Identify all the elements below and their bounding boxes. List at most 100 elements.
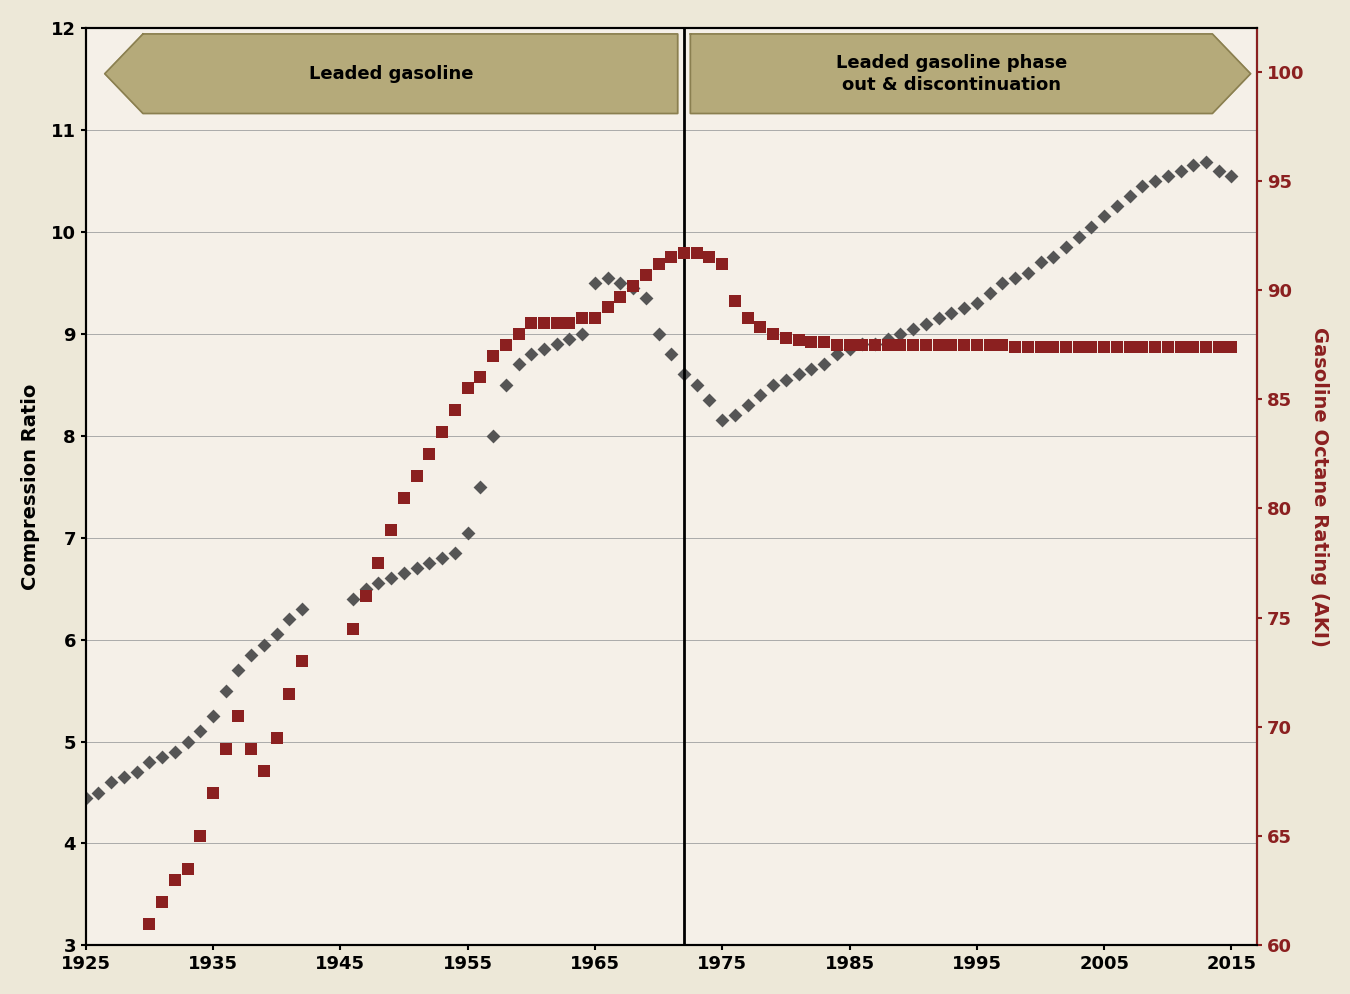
Point (801, 362, 822, 378)
Y-axis label: Gasoline Octane Rating (AKI): Gasoline Octane Rating (AKI) (1310, 327, 1330, 646)
Point (1068, 339, 1089, 355)
Point (266, 626, 288, 642)
Point (724, 408, 745, 423)
Point (545, 315, 567, 331)
Point (878, 331, 899, 347)
Point (674, 367, 695, 383)
Point (890, 337, 911, 353)
Point (1068, 229, 1089, 245)
Point (139, 915, 161, 931)
Point (788, 332, 810, 348)
Point (139, 754, 161, 770)
Point (1220, 168, 1242, 184)
Point (482, 427, 504, 443)
Point (495, 377, 517, 393)
Point (967, 295, 988, 311)
Point (545, 336, 567, 352)
Point (406, 561, 428, 577)
Point (432, 550, 454, 566)
Point (813, 335, 834, 351)
Point (838, 341, 860, 357)
Point (278, 611, 300, 627)
Point (1119, 188, 1141, 204)
Point (342, 620, 363, 636)
Text: Leaded gasoline phase
out & discontinuation: Leaded gasoline phase out & discontinuat… (836, 54, 1066, 93)
Point (674, 245, 695, 260)
Point (252, 762, 274, 778)
Point (953, 300, 975, 316)
Point (801, 335, 822, 351)
Point (1106, 339, 1127, 355)
Point (852, 337, 873, 353)
Point (852, 336, 873, 352)
Point (470, 479, 491, 495)
Point (622, 277, 644, 293)
Point (967, 337, 988, 353)
Point (1030, 339, 1052, 355)
Point (418, 556, 440, 572)
Polygon shape (105, 34, 678, 113)
Point (1195, 154, 1216, 170)
Point (1080, 339, 1102, 355)
Point (890, 326, 911, 342)
Point (521, 315, 543, 331)
Point (163, 744, 185, 759)
Point (1094, 209, 1115, 225)
Point (189, 724, 211, 740)
Point (252, 637, 274, 653)
Point (393, 490, 414, 506)
Point (1183, 339, 1204, 355)
Point (533, 341, 555, 357)
Point (444, 403, 466, 418)
Point (342, 590, 363, 606)
Polygon shape (690, 34, 1250, 113)
Point (1042, 339, 1064, 355)
Point (151, 894, 173, 910)
Point (878, 337, 899, 353)
Point (228, 662, 250, 678)
Point (737, 398, 759, 414)
Point (355, 587, 377, 603)
Point (215, 741, 236, 756)
Point (749, 319, 771, 335)
Point (1017, 339, 1038, 355)
Point (991, 337, 1012, 353)
Point (482, 348, 504, 364)
Point (634, 290, 656, 306)
Point (1145, 339, 1166, 355)
Point (597, 299, 618, 315)
Point (456, 381, 478, 397)
Point (1042, 249, 1064, 265)
Point (648, 326, 670, 342)
Point (648, 255, 670, 271)
Point (737, 310, 759, 326)
Point (495, 337, 517, 353)
Point (634, 266, 656, 282)
Point (597, 269, 618, 285)
Point (278, 686, 300, 702)
Point (1183, 157, 1204, 173)
Point (699, 392, 721, 408)
Point (266, 730, 288, 746)
Point (915, 337, 937, 353)
Text: Leaded gasoline: Leaded gasoline (309, 65, 474, 83)
Point (240, 647, 262, 663)
Point (1169, 339, 1191, 355)
Point (177, 734, 198, 749)
Point (585, 310, 606, 326)
Point (126, 764, 147, 780)
Point (660, 346, 682, 362)
Point (686, 377, 707, 393)
Point (902, 321, 923, 337)
Point (559, 315, 580, 331)
Point (927, 310, 949, 326)
Point (215, 683, 236, 699)
Point (979, 337, 1000, 353)
Point (533, 315, 555, 331)
Point (355, 580, 377, 596)
Point (826, 346, 848, 362)
Point (711, 255, 733, 271)
Point (393, 566, 414, 581)
Point (953, 337, 975, 353)
Point (470, 370, 491, 386)
